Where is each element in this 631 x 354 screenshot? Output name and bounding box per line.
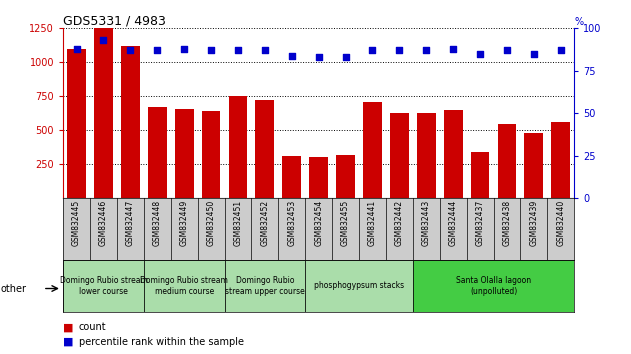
Text: GSM832440: GSM832440 xyxy=(557,200,565,246)
Bar xyxy=(471,152,490,198)
Bar xyxy=(390,113,409,198)
Bar xyxy=(228,96,247,198)
Bar xyxy=(256,101,274,198)
Text: GSM832454: GSM832454 xyxy=(314,200,323,246)
Text: GSM832439: GSM832439 xyxy=(529,200,538,246)
Text: GSM832451: GSM832451 xyxy=(233,200,242,246)
Text: GSM832449: GSM832449 xyxy=(180,200,189,246)
Text: Domingo Rubio stream
lower course: Domingo Rubio stream lower course xyxy=(59,276,148,296)
Text: GSM832450: GSM832450 xyxy=(206,200,216,246)
Point xyxy=(71,46,81,52)
Bar xyxy=(305,260,413,312)
Bar xyxy=(144,260,225,312)
Point xyxy=(179,46,189,52)
Text: count: count xyxy=(79,322,107,332)
Point xyxy=(98,38,109,43)
Text: GSM832445: GSM832445 xyxy=(72,200,81,246)
Text: %: % xyxy=(574,17,583,27)
Point xyxy=(126,47,136,53)
Point xyxy=(502,47,512,53)
Bar xyxy=(67,49,86,198)
Text: GSM832446: GSM832446 xyxy=(99,200,108,246)
Point xyxy=(206,47,216,53)
Text: phosphogypsum stacks: phosphogypsum stacks xyxy=(314,281,404,290)
Bar xyxy=(363,102,382,198)
Text: Santa Olalla lagoon
(unpolluted): Santa Olalla lagoon (unpolluted) xyxy=(456,276,531,296)
Bar xyxy=(63,260,144,312)
Point xyxy=(448,46,458,52)
Text: GSM832448: GSM832448 xyxy=(153,200,162,246)
Text: percentile rank within the sample: percentile rank within the sample xyxy=(79,337,244,347)
Text: other: other xyxy=(1,284,27,293)
Text: GSM832438: GSM832438 xyxy=(502,200,512,246)
Text: Domingo Rubio stream
medium course: Domingo Rubio stream medium course xyxy=(140,276,228,296)
Text: GSM832437: GSM832437 xyxy=(476,200,485,246)
Point xyxy=(286,53,297,58)
Text: GSM832443: GSM832443 xyxy=(422,200,431,246)
Bar xyxy=(497,124,516,198)
Bar xyxy=(444,110,463,198)
Point xyxy=(152,47,162,53)
Bar xyxy=(413,260,574,312)
Text: Domingo Rubio
stream upper course: Domingo Rubio stream upper course xyxy=(225,276,305,296)
Text: GSM832452: GSM832452 xyxy=(261,200,269,246)
Bar xyxy=(225,260,305,312)
Point xyxy=(422,47,432,53)
Text: GSM832455: GSM832455 xyxy=(341,200,350,246)
Text: GSM832441: GSM832441 xyxy=(368,200,377,246)
Point xyxy=(314,55,324,60)
Point xyxy=(394,47,404,53)
Bar xyxy=(94,28,113,198)
Bar xyxy=(175,109,194,198)
Point xyxy=(529,51,539,57)
Point xyxy=(367,47,377,53)
Text: ■: ■ xyxy=(63,337,74,347)
Text: ■: ■ xyxy=(63,322,74,332)
Bar xyxy=(336,155,355,198)
Bar xyxy=(148,107,167,198)
Text: GSM832447: GSM832447 xyxy=(126,200,135,246)
Text: GDS5331 / 4983: GDS5331 / 4983 xyxy=(63,14,166,27)
Bar xyxy=(282,156,301,198)
Text: GSM832453: GSM832453 xyxy=(287,200,296,246)
Text: GSM832444: GSM832444 xyxy=(449,200,457,246)
Bar xyxy=(202,111,220,198)
Bar xyxy=(417,113,435,198)
Bar xyxy=(524,133,543,198)
Point xyxy=(233,47,243,53)
Point xyxy=(260,47,270,53)
Point xyxy=(556,47,566,53)
Text: GSM832442: GSM832442 xyxy=(395,200,404,246)
Point xyxy=(475,51,485,57)
Bar xyxy=(121,46,140,198)
Point xyxy=(341,55,351,60)
Bar xyxy=(551,122,570,198)
Bar xyxy=(309,158,328,198)
